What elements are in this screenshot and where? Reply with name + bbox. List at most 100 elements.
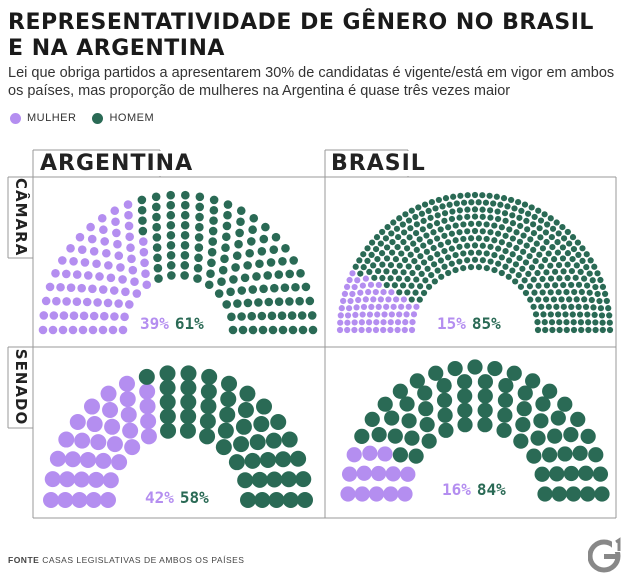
seat-women [49, 311, 59, 320]
seat-women [383, 486, 399, 502]
seat-men [453, 200, 460, 207]
seat-men [259, 234, 269, 244]
seat-men [464, 213, 471, 220]
seat-men [559, 224, 566, 231]
seat-men [447, 360, 463, 377]
seat-women [387, 319, 394, 326]
seat-men [441, 210, 449, 217]
seat-men [530, 303, 537, 310]
seat-men [360, 264, 367, 271]
seat-men [513, 433, 529, 449]
pct-argentina-camara: 39% 61% [140, 314, 204, 333]
seat-women [112, 228, 121, 238]
seat-men [564, 274, 571, 282]
seat-men [426, 222, 433, 230]
seat-men [535, 296, 542, 303]
pct-brasil-senado: 16% 84% [442, 480, 506, 499]
seat-men [471, 227, 479, 235]
seat-men [581, 296, 588, 303]
seat-men [231, 263, 240, 272]
seat-men [445, 224, 452, 231]
seat-men [531, 289, 538, 296]
seat-men [223, 200, 233, 209]
seat-women [373, 319, 380, 326]
seat-men [556, 319, 563, 326]
seat-men [534, 466, 550, 482]
seat-men [237, 286, 247, 295]
seat-men [254, 298, 263, 307]
seat-women [41, 296, 51, 306]
seat-men [245, 248, 254, 258]
seat-women [113, 239, 122, 249]
seat-women [106, 436, 123, 453]
seat-women [141, 269, 150, 279]
seat-men [392, 383, 408, 399]
seat-men [475, 264, 483, 271]
seat-men [285, 269, 295, 279]
seat-women [72, 270, 82, 279]
seat-women [45, 282, 55, 292]
seat-women [351, 319, 358, 326]
seat-women [62, 297, 71, 306]
seat-men [555, 261, 563, 269]
seat-women [124, 221, 134, 231]
seat-women [337, 312, 344, 319]
seat-men [437, 241, 444, 248]
seat-women [359, 311, 366, 318]
seat-men [413, 246, 420, 254]
seat-men [428, 272, 435, 279]
legend-label-women: MULHER [27, 112, 77, 124]
seat-men [538, 303, 545, 310]
seat-women [88, 284, 97, 294]
seat-women [344, 326, 351, 334]
seat-men [153, 253, 162, 263]
seat-men [581, 275, 588, 282]
seat-men [151, 192, 161, 202]
seat-women [343, 283, 351, 290]
seat-men [248, 325, 258, 335]
seat-women [71, 492, 88, 508]
seat-men [525, 270, 532, 277]
seat-men [477, 417, 493, 433]
seat-men [138, 216, 147, 225]
seat-women [393, 296, 400, 303]
seat-men [517, 385, 533, 401]
seat-men [498, 224, 505, 231]
seat-men [471, 256, 479, 263]
seat-women [362, 296, 369, 303]
seat-men [592, 283, 599, 291]
seat-men [420, 242, 427, 249]
seat-men [547, 311, 554, 318]
seat-men [555, 230, 562, 237]
seat-women [77, 245, 87, 254]
seat-men [582, 303, 590, 311]
seat-men [534, 319, 541, 326]
seat-men [218, 265, 228, 275]
seat-men [585, 319, 592, 326]
seat-women [83, 398, 100, 415]
seat-men [544, 221, 551, 228]
seat-men [287, 311, 297, 320]
seat-women [340, 486, 356, 502]
seat-men [587, 257, 594, 264]
seat-men [486, 192, 493, 199]
chart-subtitle: Lei que obriga partidos a apresentarem 3… [8, 65, 615, 99]
seat-men [541, 319, 548, 326]
seat-men [457, 388, 473, 404]
seat-men [200, 398, 217, 415]
seat-men [522, 289, 530, 297]
seat-women [104, 261, 113, 270]
seat-women [69, 257, 78, 266]
seat-men [559, 244, 567, 251]
seat-men [364, 245, 371, 252]
seat-men [195, 212, 204, 222]
seat-women [372, 326, 380, 334]
seat-women [86, 222, 95, 232]
seat-men [180, 408, 197, 425]
seat-men [412, 230, 420, 237]
seat-men [456, 258, 463, 265]
seat-women [380, 326, 387, 334]
seat-men [266, 258, 276, 267]
seat-women [344, 319, 351, 326]
